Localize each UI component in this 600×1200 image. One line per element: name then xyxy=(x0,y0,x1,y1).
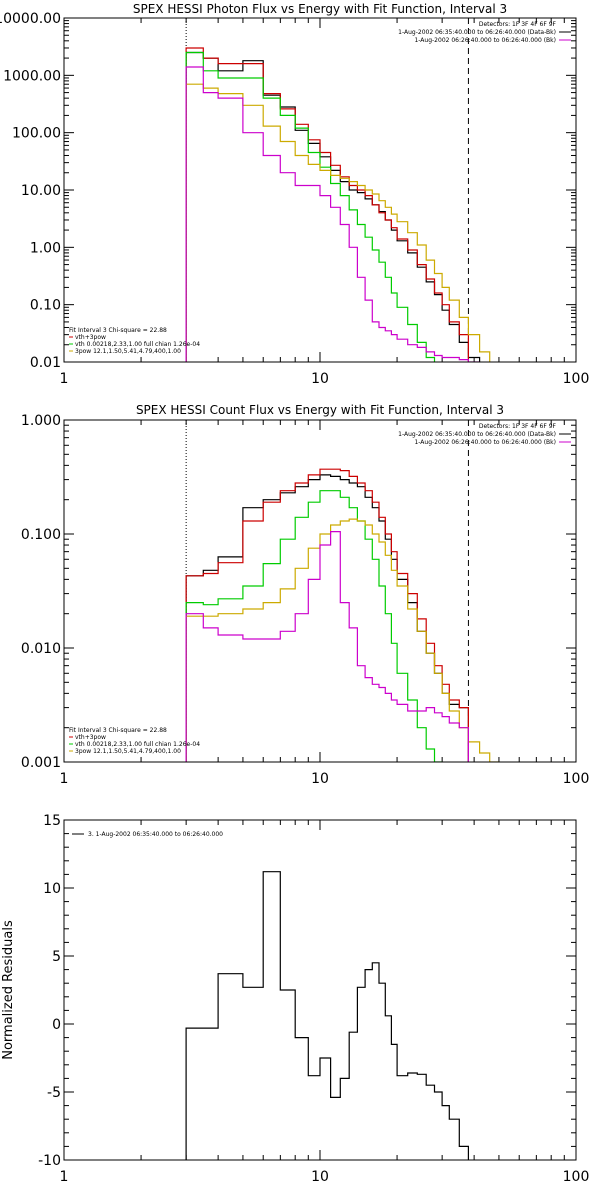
legend-bottom-text: vth+3pow xyxy=(75,734,106,741)
legend-bottom-text: Fit Interval 3 Chi-square = 22.88 xyxy=(69,727,167,734)
series-3-line xyxy=(185,51,436,362)
series-4-line xyxy=(185,518,499,762)
series-3-line xyxy=(185,490,443,762)
legend-top-text: 3. 1-Aug-2002 06:35:40.000 to 06:26:40.0… xyxy=(88,831,223,838)
y-tick-label: 5 xyxy=(52,949,61,965)
series-4-line xyxy=(185,83,491,362)
x-tick-label: 10 xyxy=(311,771,329,787)
x-tick-label: 100 xyxy=(563,771,590,787)
x-tick-label: 100 xyxy=(563,1169,590,1185)
legend-bottom-text: 3pow 12.1,1.50,5.41,4.79,400,1.00 xyxy=(75,748,181,755)
series-5-line xyxy=(185,531,469,762)
legend-top-text: Detectors: 1F 3F 4F 6F 9F xyxy=(479,21,557,28)
y-tick-label: 1.000 xyxy=(21,413,61,429)
chart-title: SPEX HESSI Photon Flux vs Energy with Fi… xyxy=(133,2,507,16)
panel-2: SPEX HESSI Count Flux vs Energy with Fit… xyxy=(21,403,589,787)
series-5-line xyxy=(185,66,480,362)
y-tick-label: 0.10 xyxy=(30,298,61,314)
y-tick-label: 100.00 xyxy=(12,126,61,142)
legend-top-text: Detectors: 1F 3F 4F 6F 9F xyxy=(479,423,557,430)
y-tick-label: 0 xyxy=(52,1017,61,1033)
series-2-line xyxy=(185,468,469,762)
y-axis-label: Normalized Residuals xyxy=(1,920,16,1060)
legend-bottom-text: vth 0.00218,2.33,1.00 full chian 1.26e-0… xyxy=(75,741,200,748)
panel-1: SPEX HESSI Photon Flux vs Energy with Fi… xyxy=(0,2,589,387)
y-tick-label: 1000.00 xyxy=(3,68,61,84)
plot-frame xyxy=(63,419,577,763)
y-tick-label: 10.00 xyxy=(21,183,61,199)
y-tick-label: 1.00 xyxy=(30,240,61,256)
legend-bottom-text: 3pow 12.1,1.50,5.41,4.79,400,1.00 xyxy=(75,348,181,355)
x-tick-label: 1 xyxy=(60,1169,69,1185)
x-tick-label: 100 xyxy=(563,371,590,387)
legend-top-text: 1-Aug-2002 06:26:40.000 to 06:26:40.000 … xyxy=(414,37,556,44)
y-tick-label: 10 xyxy=(43,881,61,897)
y-tick-label: 0.001 xyxy=(21,755,61,771)
y-tick-label: -10 xyxy=(38,1153,61,1169)
legend-bottom-text: vth 0.00218,2.33,1.00 full chian 1.26e-0… xyxy=(75,341,200,348)
panel-3: Normalized Residuals 1 10 100 -10 -5 0 5 10 15 3. … xyxy=(1,813,589,1185)
y-tick-label: 0.100 xyxy=(21,527,61,543)
x-tick-label: 1 xyxy=(60,371,69,387)
x-tick-label: 10 xyxy=(311,1169,329,1185)
y-tick-label: 0.01 xyxy=(30,355,61,371)
legend-bottom-text: vth+3pow xyxy=(75,334,106,341)
y-tick-label: -5 xyxy=(47,1085,61,1101)
legend-top-text: 1-Aug-2002 06:35:40.000 to 06:26:40.000 … xyxy=(398,431,556,438)
y-tick-label: 15 xyxy=(43,813,61,829)
x-tick-label: 10 xyxy=(311,371,329,387)
legend-top-text: 1-Aug-2002 06:26:40.000 to 06:26:40.000 … xyxy=(414,439,556,446)
plot-frame xyxy=(63,17,577,363)
y-tick-label: 10000.00 xyxy=(0,11,61,27)
plot-frame xyxy=(63,819,577,1161)
legend-top-text: 1-Aug-2002 06:35:40.000 to 06:26:40.000 … xyxy=(398,29,556,36)
series-1-line xyxy=(185,871,469,1160)
legend-bottom-text: Fit Interval 3 Chi-square = 22.88 xyxy=(69,327,167,334)
chart-title: SPEX HESSI Count Flux vs Energy with Fit… xyxy=(136,403,504,417)
x-tick-label: 1 xyxy=(60,771,69,787)
series-2-line xyxy=(185,47,469,362)
y-tick-label: 0.010 xyxy=(21,641,61,657)
series-1-line xyxy=(185,51,481,362)
